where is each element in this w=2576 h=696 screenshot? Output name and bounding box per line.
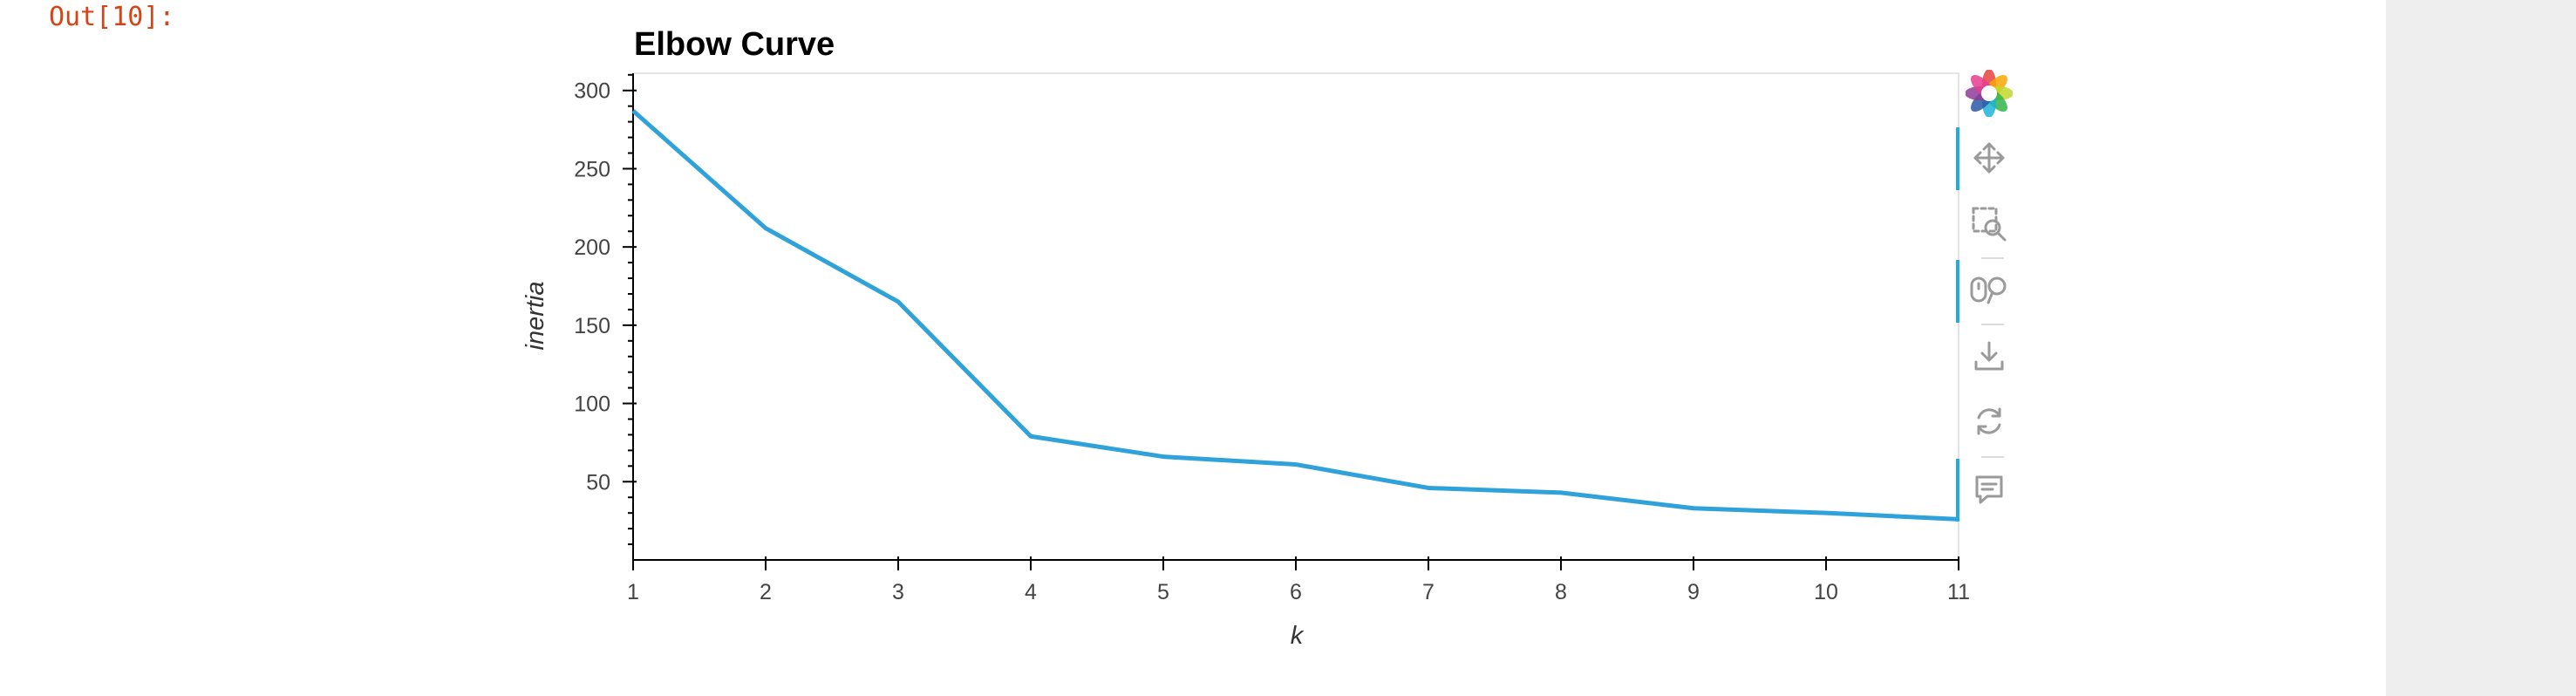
- box-zoom-tool-button[interactable]: [1950, 194, 2028, 255]
- pan-move-icon: [1973, 142, 2005, 174]
- x-tick-label: 3: [892, 580, 904, 604]
- box-zoom-icon: [1972, 207, 2007, 242]
- save-download-icon: [1974, 341, 2004, 371]
- hover-tooltip-icon: [1975, 475, 2003, 504]
- y-axis: 50 100 150 200 250 300: [574, 73, 637, 560]
- y-tick-label: 100: [574, 392, 610, 417]
- bokeh-logo-icon: [1966, 70, 2013, 117]
- active-indicator: [1956, 260, 1959, 323]
- save-tool-button[interactable]: [1950, 326, 2028, 387]
- x-tick-label: 2: [760, 580, 772, 604]
- active-indicator: [1956, 459, 1959, 522]
- right-gutter: [2386, 0, 2576, 696]
- toolbar-separator: [1981, 456, 2004, 458]
- x-tick-label: 11: [1947, 580, 1970, 604]
- series-layer: [631, 109, 1959, 522]
- x-tick-label: 8: [1555, 580, 1567, 604]
- plot-toolbar: [1950, 66, 2028, 522]
- notebook-output-cell: Out[10]: Elbow Curve 50 100 150 200 250 300 1…: [49, 2, 2028, 650]
- y-tick-label: 150: [574, 314, 610, 338]
- hover-tool-button[interactable]: [1950, 459, 2028, 522]
- wheel-zoom-tool-button[interactable]: [1950, 260, 2028, 323]
- x-tick-label: 6: [1290, 580, 1302, 604]
- wheel-zoom-icon: [1970, 276, 2007, 304]
- reset-tool-button[interactable]: [1950, 391, 2028, 452]
- x-tick-label: 1: [627, 580, 639, 604]
- x-tick-label: 4: [1025, 580, 1037, 604]
- x-tick-label: 7: [1422, 580, 1435, 604]
- y-tick-label: 50: [586, 470, 610, 495]
- series-line: [631, 109, 1959, 522]
- output-prompt: Out[10]:: [49, 2, 175, 32]
- x-tick-label: 10: [1814, 580, 1838, 604]
- chart-title: Elbow Curve: [634, 26, 835, 63]
- x-tick-label: 5: [1157, 580, 1169, 604]
- x-axis-label: k: [1291, 622, 1305, 650]
- y-tick-label: 250: [574, 157, 610, 181]
- active-indicator: [1956, 127, 1959, 190]
- y-tick-label: 200: [574, 235, 610, 260]
- reset-icon: [1977, 407, 2001, 435]
- plot-frame: [632, 72, 1959, 561]
- toolbar-separator: [1981, 257, 2004, 259]
- y-axis-label: inertia: [521, 282, 549, 351]
- bokeh-logo[interactable]: [1950, 66, 2028, 120]
- x-tick-label: 9: [1687, 580, 1700, 604]
- y-tick-label: 300: [574, 79, 610, 104]
- toolbar-separator: [1981, 324, 2004, 325]
- x-axis: 1 2 3 4 5 6 7 8 9 10 11: [627, 556, 1970, 604]
- pan-tool-button[interactable]: [1950, 127, 2028, 190]
